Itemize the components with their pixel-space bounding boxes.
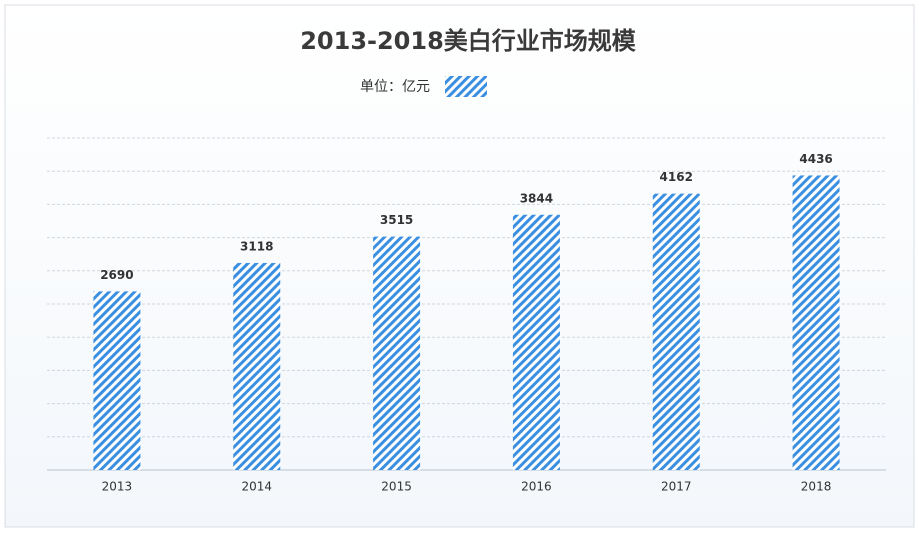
x-tick-label: 2016 bbox=[521, 480, 552, 494]
bar bbox=[792, 175, 840, 471]
bar bbox=[233, 262, 281, 470]
value-label: 3515 bbox=[380, 213, 413, 227]
bar bbox=[93, 291, 141, 470]
x-tick-label: 2015 bbox=[381, 480, 412, 494]
value-label: 3118 bbox=[240, 239, 273, 253]
value-label: 4436 bbox=[799, 152, 832, 166]
bar bbox=[373, 236, 421, 470]
legend-swatch bbox=[445, 76, 487, 97]
x-tick-label: 2018 bbox=[801, 480, 832, 494]
value-label: 4162 bbox=[660, 170, 693, 184]
chart-title: 2013-2018美白行业市场规模 bbox=[300, 27, 637, 55]
value-label: 2690 bbox=[100, 268, 133, 282]
bar bbox=[652, 193, 700, 471]
value-label: 3844 bbox=[520, 191, 553, 205]
x-tick-label: 2017 bbox=[661, 480, 692, 494]
bar bbox=[512, 214, 560, 470]
x-tick-label: 2014 bbox=[241, 480, 272, 494]
x-tick-label: 2013 bbox=[102, 480, 133, 494]
legend-label: 单位：亿元 bbox=[360, 79, 430, 95]
